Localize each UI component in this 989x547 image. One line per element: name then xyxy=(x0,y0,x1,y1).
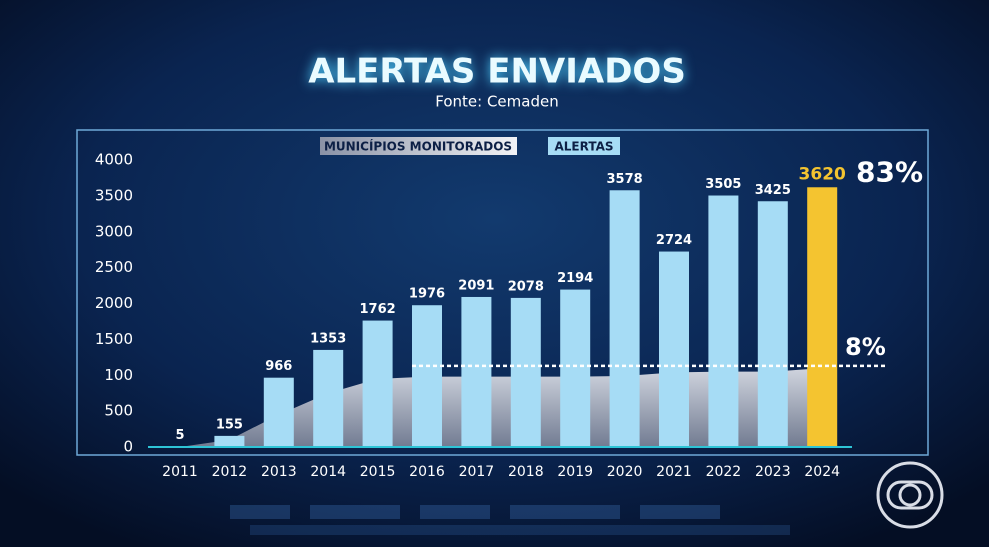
bar xyxy=(263,377,294,447)
data-label: 3620 xyxy=(799,164,846,184)
x-tick-label: 2013 xyxy=(261,464,297,480)
annotation: 8% xyxy=(845,333,886,361)
bar xyxy=(412,305,442,447)
data-label: 1976 xyxy=(409,287,445,302)
bar xyxy=(461,296,492,447)
x-tick-label: 2023 xyxy=(755,464,791,480)
bar xyxy=(510,297,541,447)
x-tick-label: 2015 xyxy=(360,464,396,480)
x-tick-label: 2019 xyxy=(557,464,593,480)
legend-label: ALERTAS xyxy=(554,140,613,154)
y-tick-label: 100 xyxy=(104,366,133,384)
x-tick-label: 2022 xyxy=(706,464,742,480)
data-label: 1353 xyxy=(310,331,346,346)
data-label: 2091 xyxy=(458,278,494,293)
legend-swatch xyxy=(320,137,517,155)
data-label: 1762 xyxy=(360,302,396,317)
y-tick-label: 500 xyxy=(104,402,133,420)
x-tick-label: 2011 xyxy=(162,464,198,480)
data-label: 3578 xyxy=(607,172,643,187)
x-tick-label: 2018 xyxy=(508,464,544,480)
y-tick-label: 4000 xyxy=(95,151,133,169)
bar xyxy=(757,201,788,447)
logo xyxy=(876,461,944,529)
annotation: 83% xyxy=(856,155,923,188)
chart-title: ALERTAS ENVIADOS xyxy=(308,52,686,92)
bar xyxy=(560,289,591,447)
x-tick-label: 2012 xyxy=(212,464,248,480)
y-tick-label: 3000 xyxy=(95,222,133,240)
bar xyxy=(609,190,640,447)
data-label: 3505 xyxy=(705,177,741,192)
panel-frame xyxy=(76,129,929,456)
x-tick-label: 2024 xyxy=(804,464,840,480)
chart-subtitle: Fonte: Cemaden xyxy=(435,93,558,111)
legend-label: MUNICÍPIOS MONITORADOS xyxy=(324,139,512,154)
data-label: 2078 xyxy=(508,279,544,294)
bar xyxy=(708,195,739,447)
data-label: 155 xyxy=(216,417,243,432)
y-tick-label: 2500 xyxy=(95,258,133,276)
bar xyxy=(313,349,344,447)
x-tick-label: 2014 xyxy=(310,464,346,480)
data-label: 3425 xyxy=(755,183,791,198)
data-label: 2194 xyxy=(557,271,593,286)
y-tick-label: 3500 xyxy=(95,186,133,204)
legend: MUNICÍPIOS MONITORADOS ALERTAS xyxy=(320,137,620,155)
y-tick-label: 1500 xyxy=(95,330,133,348)
floor-decoration xyxy=(230,505,790,535)
data-label: 966 xyxy=(265,359,292,374)
x-tick-label: 2021 xyxy=(656,464,692,480)
bar xyxy=(659,251,689,447)
legend-swatch xyxy=(548,137,620,155)
x-tick-label: 2016 xyxy=(409,464,445,480)
x-tick-label: 2020 xyxy=(607,464,643,480)
y-tick-label: 0 xyxy=(123,438,133,456)
data-label: 2724 xyxy=(656,233,692,248)
y-tick-label: 2000 xyxy=(95,294,133,312)
x-tick-label: 2017 xyxy=(459,464,495,480)
bar xyxy=(214,435,245,447)
bar xyxy=(807,187,838,447)
data-label: 5 xyxy=(175,428,184,443)
bar xyxy=(362,320,393,447)
